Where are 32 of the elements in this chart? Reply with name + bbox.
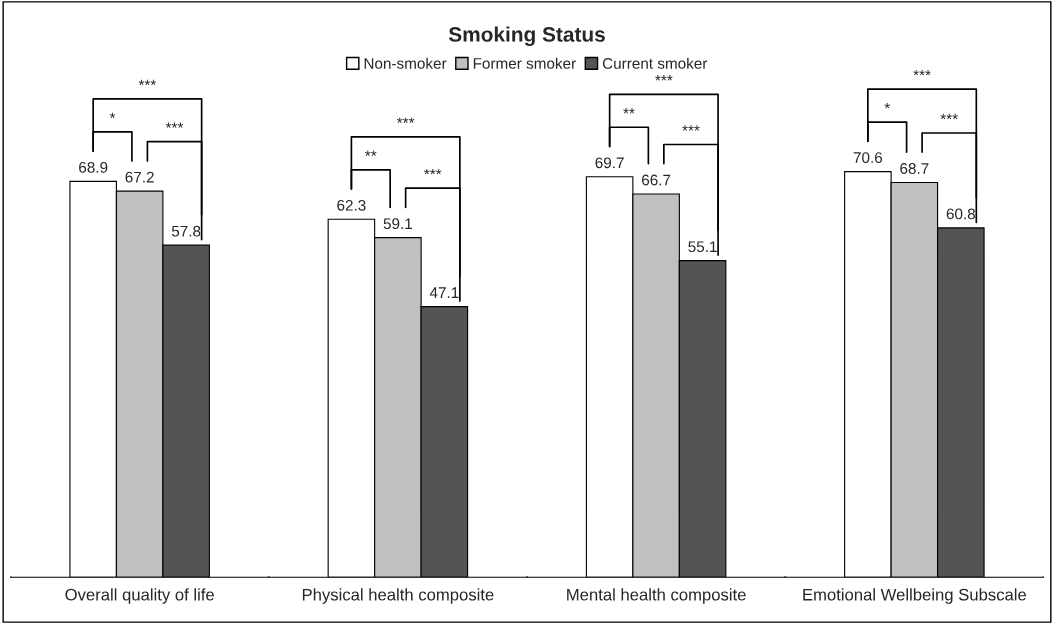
x-tick-label: Overall quality of life	[65, 588, 214, 604]
legend-label: Current smoker	[602, 57, 708, 69]
data-label: 66.7	[642, 174, 671, 186]
legend-label: Former smoker	[473, 57, 576, 69]
text: ***	[138, 79, 157, 86]
legend-label: Non-smoker	[364, 57, 447, 69]
data-label: 47.1	[429, 287, 459, 298]
text: *	[884, 102, 890, 109]
x-tick-label: Mental health composite	[567, 588, 746, 604]
text: ***	[940, 113, 958, 120]
data-label: 55.1	[688, 241, 717, 253]
text: *	[109, 112, 116, 119]
annotation: ***	[424, 169, 442, 175]
text: ***	[682, 125, 700, 131]
x-tick-label: Physical health composite	[302, 588, 494, 604]
text: ***	[165, 122, 184, 128]
data-label: 57.8	[171, 225, 201, 237]
data-label: 69.7	[595, 157, 624, 169]
data-label: 60.8	[946, 208, 976, 220]
x-tick-label: Emotional Wellbeing Subscale	[803, 588, 1027, 604]
text: ***	[655, 75, 673, 81]
data-label: 59.1	[383, 218, 413, 230]
data-label: 68.7	[900, 163, 929, 174]
data-label: 67.2	[125, 171, 154, 183]
data-label: 70.6	[853, 152, 883, 164]
text: **	[365, 150, 377, 156]
data-label: 68.9	[79, 161, 108, 173]
data-label: 62.3	[337, 199, 366, 211]
text: **	[623, 108, 635, 114]
chart-title: Smoking Status	[448, 26, 605, 46]
text: ***	[396, 117, 415, 123]
text: ***	[913, 69, 931, 76]
